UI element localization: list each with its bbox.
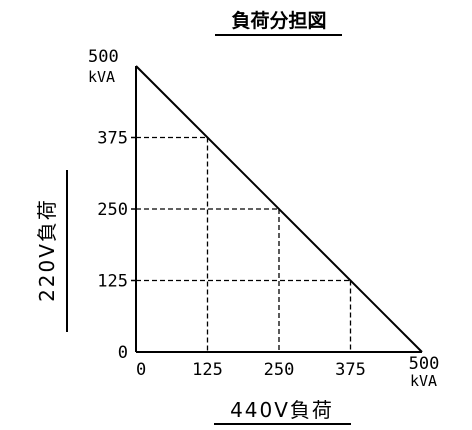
y-tick-label-500: 500: [88, 47, 119, 67]
y-axis-unit-label: kVA: [88, 68, 115, 86]
x-tick-label-0: 0: [136, 360, 146, 380]
x-tick-labels: 0 125 250 375 500: [136, 354, 439, 380]
series-layer: [135, 65, 423, 353]
y-tick-label-125: 125: [97, 272, 128, 292]
series-line-0: [135, 65, 423, 353]
y-tick-label-375: 375: [97, 129, 128, 149]
y-tick-labels: 0 125 250 375 500: [88, 47, 128, 363]
x-tick-label-250: 250: [264, 360, 295, 380]
y-axis-title: 220V負荷: [35, 198, 59, 302]
x-tick-label-125: 125: [192, 360, 223, 380]
x-axis-title: 440V負荷: [230, 398, 334, 422]
x-tick-label-500: 500: [409, 354, 440, 374]
guide-lines: [136, 136, 352, 352]
y-tick-label-0: 0: [118, 343, 128, 363]
x-axis-unit-label: kVA: [410, 372, 437, 390]
y-tick-label-250: 250: [97, 200, 128, 220]
x-tick-label-375: 375: [335, 360, 366, 380]
chart-title: 負荷分担図: [231, 9, 326, 32]
axes: [131, 66, 422, 353]
